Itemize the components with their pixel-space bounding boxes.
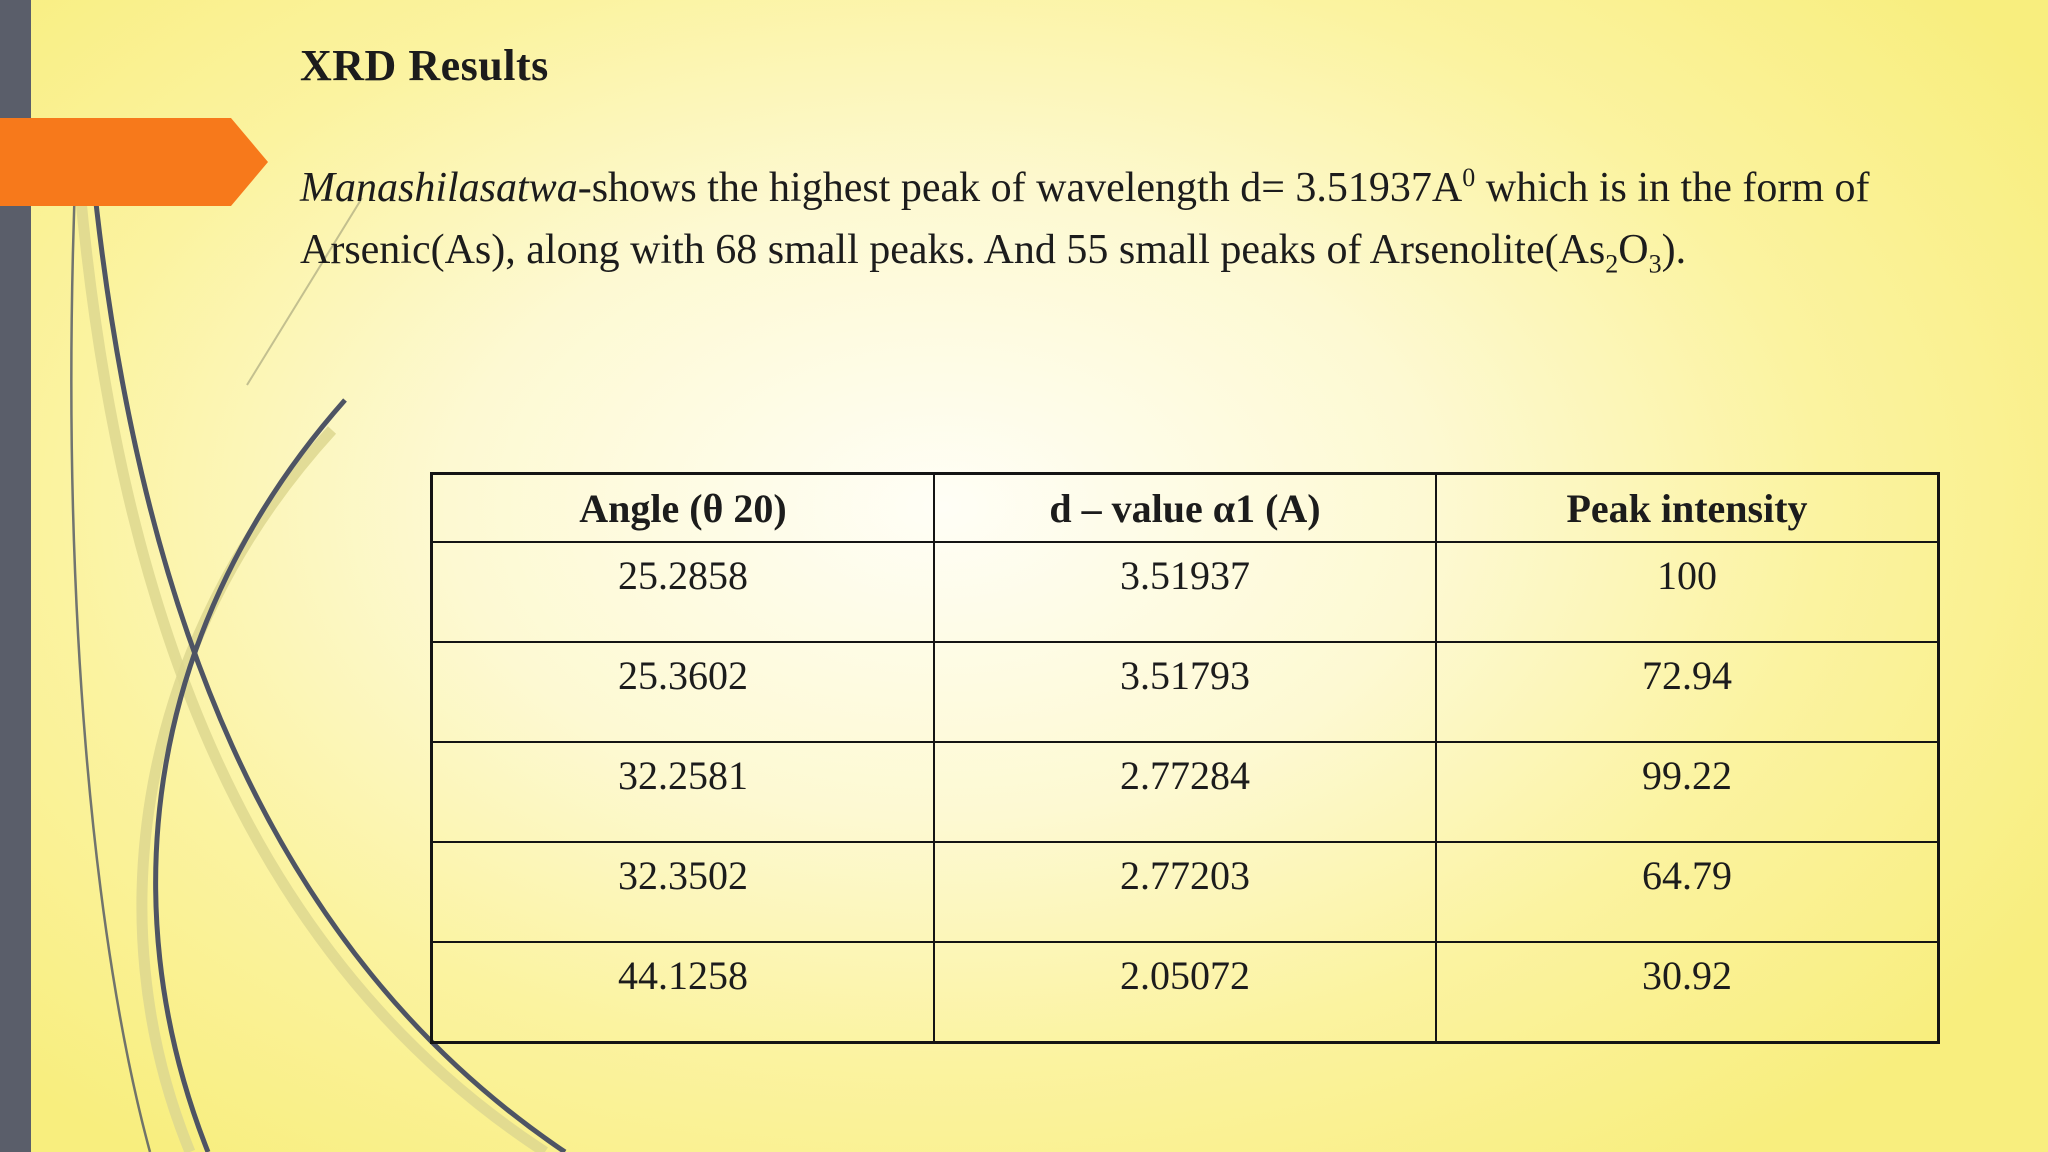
table-row: 25.3602 3.51793 72.94 <box>430 641 1940 743</box>
slide-title: XRD Results <box>300 41 549 90</box>
paragraph-segment: O <box>1618 226 1649 273</box>
cell-intensity: 64.79 <box>1435 841 1940 943</box>
subscript-two: 2 <box>1605 249 1619 279</box>
column-header-dvalue: d – value α1 (A) <box>933 472 1437 543</box>
paragraph-segment: -shows the highest peak of wavelength d=… <box>577 165 1463 211</box>
cell-dvalue: 2.05072 <box>933 941 1437 1044</box>
table-row: 32.3502 2.77203 64.79 <box>430 841 1940 943</box>
column-header-angle: Angle (θ 20) <box>430 472 935 543</box>
cell-angle: 32.3502 <box>430 841 935 943</box>
body-paragraph: Manashilasatwa-shows the highest peak of… <box>300 158 1900 281</box>
table-header-row: Angle (θ 20) d – value α1 (A) Peak inten… <box>430 472 1940 543</box>
cell-dvalue: 2.77284 <box>933 741 1437 843</box>
paragraph-segment: ). <box>1661 226 1687 273</box>
table-row: 32.2581 2.77284 99.22 <box>430 741 1940 843</box>
paragraph-segment: which is in the form of Arsenic(As), alo… <box>300 165 1870 273</box>
cell-intensity: 100 <box>1435 541 1940 643</box>
column-header-peak-intensity: Peak intensity <box>1435 472 1940 543</box>
cell-intensity: 72.94 <box>1435 641 1940 743</box>
cell-intensity: 99.22 <box>1435 741 1940 843</box>
cell-angle: 25.3602 <box>430 641 935 743</box>
cell-angle: 32.2581 <box>430 741 935 843</box>
cell-intensity: 30.92 <box>1435 941 1940 1044</box>
cell-dvalue: 3.51793 <box>933 641 1437 743</box>
superscript-zero: 0 <box>1462 163 1476 192</box>
table-row: 25.2858 3.51937 100 <box>430 541 1940 643</box>
subscript-three: 3 <box>1648 249 1662 279</box>
table-row: 44.1258 2.05072 30.92 <box>430 941 1940 1044</box>
cell-angle: 25.2858 <box>430 541 935 643</box>
xrd-results-table: Angle (θ 20) d – value α1 (A) Peak inten… <box>430 472 1940 1044</box>
orange-arrow-shape <box>0 118 268 206</box>
cell-angle: 44.1258 <box>430 941 935 1044</box>
cell-dvalue: 3.51937 <box>933 541 1437 643</box>
compound-name-italic: Manashilasatwa <box>300 165 578 211</box>
cell-dvalue: 2.77203 <box>933 841 1437 943</box>
